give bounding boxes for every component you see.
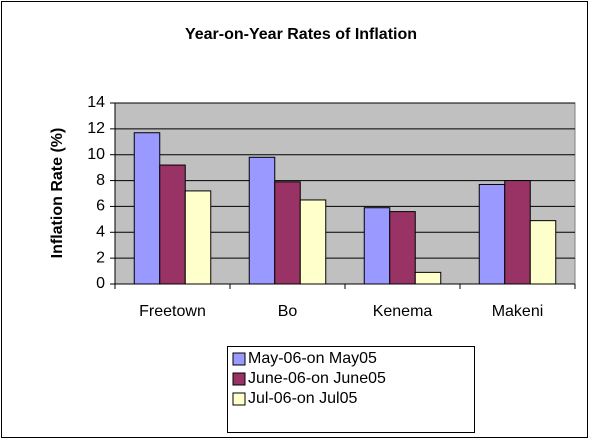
bar — [504, 180, 531, 285]
chart-title: Year-on-Year Rates of Inflation — [185, 26, 417, 43]
y-tick-label: 6 — [96, 198, 105, 215]
bar — [363, 207, 391, 285]
legend — [227, 346, 475, 433]
y-tick-label: 8 — [96, 172, 105, 189]
x-tick-label: Kenema — [373, 303, 433, 320]
y-tick-label: 4 — [96, 224, 105, 241]
legend-label: Jul-06-on Jul05 — [248, 390, 358, 407]
legend-label: May-06-on May05 — [248, 350, 377, 367]
y-tick-label: 12 — [87, 120, 105, 137]
bar — [184, 190, 212, 285]
legend-swatch — [232, 392, 246, 406]
legend-label: June-06-on June05 — [248, 370, 386, 387]
y-tick-label: 14 — [87, 94, 105, 111]
bar — [274, 181, 301, 285]
x-tick-label: Freetown — [139, 303, 206, 320]
legend-swatch — [232, 372, 246, 386]
bar — [478, 183, 506, 285]
legend-swatch — [232, 352, 246, 366]
bar — [389, 211, 416, 285]
y-tick-label: 10 — [87, 146, 105, 163]
bar — [133, 132, 161, 285]
bar — [529, 220, 557, 285]
bar — [299, 199, 327, 285]
x-tick-label: Makeni — [492, 303, 544, 320]
y-tick-label: 0 — [96, 275, 105, 292]
x-tick-label: Bo — [278, 303, 298, 320]
bar — [248, 156, 276, 285]
y-tick-label: 2 — [96, 249, 105, 266]
bar — [414, 271, 442, 285]
bar — [159, 164, 186, 285]
y-axis-label: Inflation Rate (%) — [49, 128, 66, 259]
